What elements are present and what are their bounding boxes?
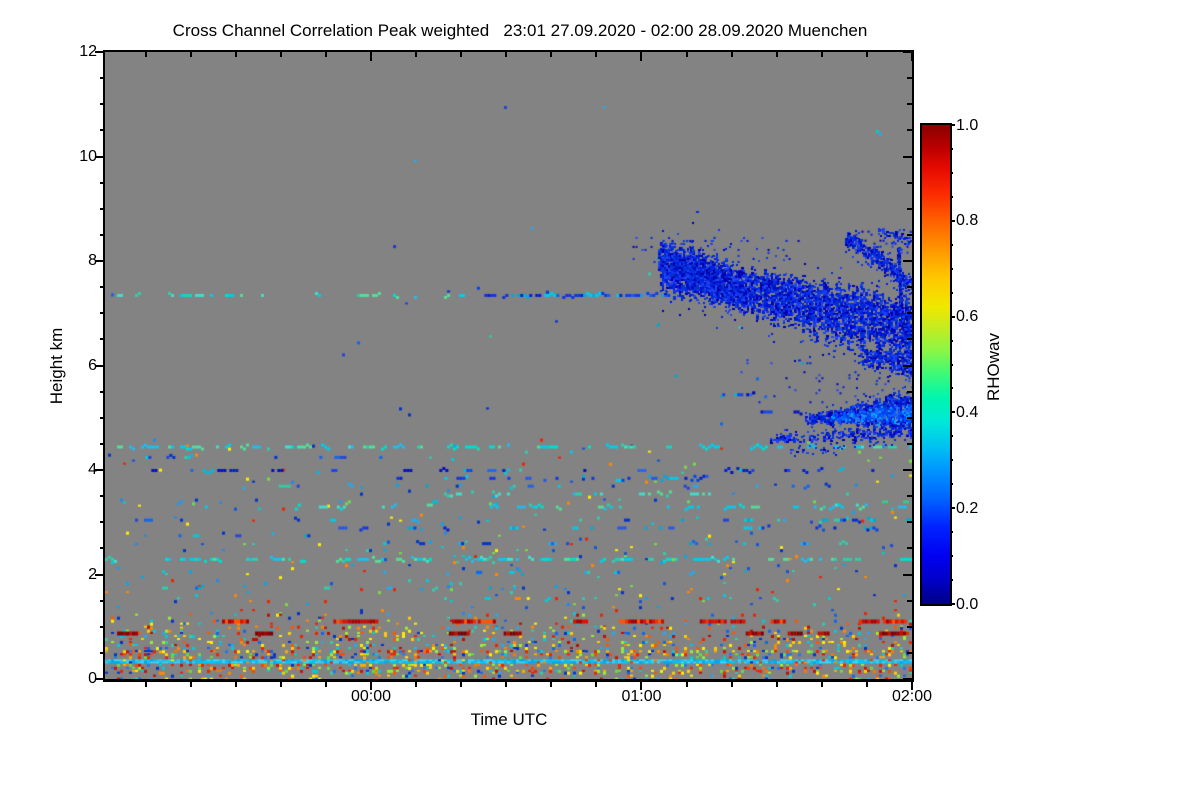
colorbar-gradient: [922, 125, 950, 604]
x-tick-label: 00:00: [350, 688, 391, 705]
y-axis-title: Height km: [47, 327, 66, 405]
plot-area: [103, 50, 914, 682]
y-tick-label: 12: [79, 43, 97, 60]
y-tick-label: 6: [88, 356, 97, 374]
y-tick-label: 0: [88, 670, 97, 687]
colorbar-tick-label: 0.6: [956, 308, 979, 326]
y-tick-label: 8: [88, 252, 97, 269]
y-tick-label: 4: [88, 461, 97, 478]
colorbar-tick-label: 0.8: [956, 212, 979, 230]
y-tick-label: 10: [79, 147, 97, 165]
colorbar-title: RHOwav: [984, 332, 1003, 402]
chart-title: Cross Channel Correlation Peak weighted …: [172, 21, 868, 40]
x-axis-title: Time UTC: [470, 710, 548, 729]
colorbar-tick-label: 0.2: [956, 499, 979, 517]
x-tick-label: 01:00: [621, 688, 662, 705]
colorbar: [920, 123, 952, 606]
plot-canvas: [105, 52, 912, 679]
x-tick-label: 02:00: [891, 688, 933, 705]
colorbar-tick-label: 0.4: [956, 403, 979, 421]
colorbar-tick-label: 1.0: [956, 116, 979, 134]
y-tick-label: 2: [88, 565, 97, 583]
colorbar-tick-label: 0.0: [956, 595, 979, 613]
